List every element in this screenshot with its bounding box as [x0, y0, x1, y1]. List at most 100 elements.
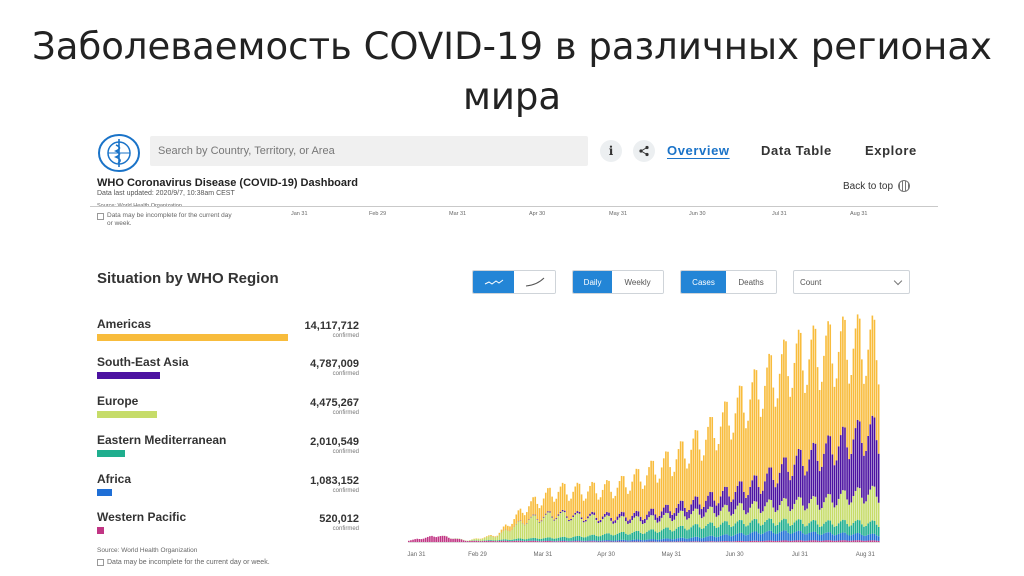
region-row-western-pacific[interactable]: Western Pacific 520,012 confirmed [97, 510, 359, 546]
bar-segment-western-pacific [479, 541, 482, 542]
region-bar [97, 334, 288, 341]
top-note-text: Data may be incomplete for the current d… [107, 212, 232, 227]
daily-button[interactable]: Daily [573, 271, 613, 293]
bar-segment-western-pacific [418, 539, 421, 542]
weekly-button[interactable]: Weekly [612, 271, 663, 293]
region-row-eastern-mediterranean[interactable]: Eastern Mediterranean 2,010,549 confirme… [97, 433, 359, 469]
bar-segment-eastern-mediterranean [776, 524, 779, 534]
bar-segment-americas [490, 535, 492, 536]
bar-segment-south-east-asia [690, 504, 692, 515]
bar-segment-americas [684, 458, 686, 508]
region-name: Eastern Mediterranean [97, 433, 227, 447]
region-value: 2,010,549 [310, 436, 359, 448]
bar-segment-western-pacific [650, 541, 652, 542]
bar-segment-south-east-asia [677, 503, 680, 513]
top-axis-label: Jul 31 [772, 211, 787, 217]
bar-segment-eastern-mediterranean [570, 537, 572, 541]
bar-segment-south-east-asia [861, 442, 863, 498]
bar-segment-africa [620, 539, 623, 542]
region-row-south-east-asia[interactable]: South-East Asia 4,787,009 confirmed [97, 355, 359, 391]
bar-segment-europe [511, 530, 513, 540]
bar-segment-south-east-asia [732, 499, 735, 514]
bar-segment-europe [515, 524, 518, 539]
bar-segment-western-pacific [724, 541, 726, 542]
bar-segment-americas [762, 408, 764, 491]
share-icon[interactable] [633, 140, 655, 162]
region-bar [97, 489, 112, 496]
bar-segment-western-pacific [791, 540, 794, 542]
region-value: 1,083,152 [310, 475, 359, 487]
info-icon[interactable]: i [600, 140, 622, 162]
bar-segment-western-pacific [665, 541, 667, 542]
search-input[interactable]: Search by Country, Territory, or Area [150, 136, 588, 166]
bar-segment-eastern-mediterranean [593, 534, 596, 541]
bar-segment-eastern-mediterranean [534, 537, 537, 541]
bar-segment-south-east-asia [622, 512, 625, 517]
bar-segment-south-east-asia [593, 512, 596, 515]
bar-segment-americas [804, 392, 806, 476]
bar-segment-europe [829, 494, 832, 521]
bar-segment-africa [837, 533, 840, 541]
bar-segment-western-pacific [780, 540, 783, 542]
bar-segment-south-east-asia [707, 495, 709, 510]
bar-segment-europe [793, 503, 796, 523]
bar-segment-africa [829, 532, 832, 541]
deaths-button[interactable]: Deaths [726, 271, 776, 293]
bar-style-button[interactable] [473, 271, 514, 293]
who-logo[interactable] [97, 133, 141, 173]
region-row-americas[interactable]: Americas 14,117,712 confirmed [97, 317, 359, 353]
bar-segment-south-east-asia [791, 475, 794, 510]
bar-segment-africa [654, 539, 657, 542]
bar-segment-americas [749, 399, 751, 487]
tab-data-table[interactable]: Data Table [761, 143, 832, 158]
bar-segment-western-pacific [768, 540, 770, 542]
bar-segment-europe [671, 521, 673, 532]
bar-segment-americas [488, 535, 490, 537]
bar-segment-americas [848, 383, 850, 460]
bar-segment-americas [759, 416, 762, 494]
chart-style-toggle [472, 270, 556, 294]
bottom-source: Source: World Health Organization [97, 547, 198, 554]
bar-segment-eastern-mediterranean [684, 528, 686, 539]
daily-cases-chart[interactable]: Jan 31 Feb 29 Mar 31 Apr 30 May 31 Jun 30 Jul … [400, 310, 890, 565]
bar-segment-europe [627, 523, 629, 535]
bar-segment-europe [639, 521, 642, 533]
bar-segment-western-pacific [408, 540, 410, 542]
bar-segment-eastern-mediterranean [633, 531, 636, 540]
bar-segment-europe [648, 517, 650, 531]
bar-segment-americas [485, 536, 488, 538]
back-to-top-button[interactable]: Back to top [843, 180, 911, 192]
bar-segment-south-east-asia [675, 507, 678, 516]
bar-segment-americas [785, 341, 787, 458]
bar-segment-americas [755, 370, 758, 476]
bar-segment-eastern-mediterranean [532, 537, 534, 541]
bar-segment-south-east-asia [865, 450, 867, 502]
bar-segment-western-pacific [589, 541, 591, 542]
bar-segment-eastern-mediterranean [778, 522, 781, 533]
bar-segment-western-pacific [823, 540, 825, 542]
bar-segment-eastern-mediterranean [547, 537, 549, 541]
bar-segment-eastern-mediterranean [717, 527, 720, 537]
bar-segment-western-pacific [424, 537, 427, 542]
bar-segment-eastern-mediterranean [863, 526, 865, 536]
cases-button[interactable]: Cases [681, 271, 727, 293]
tab-explore[interactable]: Explore [865, 143, 917, 158]
bar-segment-europe [572, 516, 574, 538]
bar-segment-western-pacific [523, 541, 526, 542]
bar-segment-western-pacific [869, 540, 872, 542]
bar-segment-south-east-asia [736, 485, 739, 506]
bar-segment-europe [747, 512, 749, 526]
bar-segment-africa [812, 531, 815, 541]
region-row-africa[interactable]: Africa 1,083,152 confirmed [97, 472, 359, 508]
bar-segment-western-pacific [652, 541, 655, 542]
bar-segment-eastern-mediterranean [517, 538, 520, 541]
count-select[interactable]: Count [793, 270, 910, 294]
region-row-europe[interactable]: Europe 4,475,267 confirmed [97, 394, 359, 430]
bar-segment-eastern-mediterranean [848, 526, 850, 536]
bar-segment-americas [757, 399, 760, 488]
bar-segment-americas [696, 430, 699, 497]
bar-segment-eastern-mediterranean [646, 531, 648, 540]
bar-segment-africa [677, 538, 680, 542]
line-style-button[interactable] [514, 271, 555, 293]
tab-overview[interactable]: Overview [667, 143, 730, 158]
